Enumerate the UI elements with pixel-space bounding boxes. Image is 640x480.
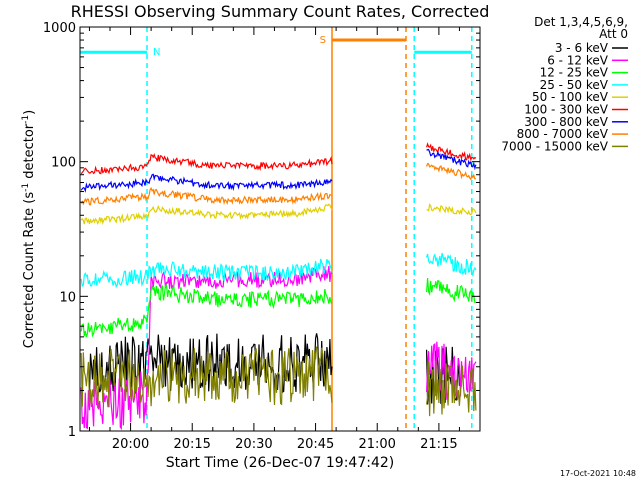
- y-tick-label: 10: [59, 290, 76, 305]
- y-tick-label: 100: [51, 156, 76, 171]
- x-tick-label: 20:15: [173, 437, 210, 452]
- legend-label: 300 - 800 keV: [524, 115, 608, 129]
- legend-label: 12 - 25 keV: [540, 66, 609, 80]
- series-line-3: [80, 252, 477, 289]
- x-axis: 20:00 20:15 20:30 20:45 21:00 21:15: [88, 27, 481, 452]
- y-tick-label: 1000: [43, 21, 76, 36]
- legend-header-line1: Det 1,3,4,5,6,9,: [534, 15, 628, 29]
- legend-label: 3 - 6 keV: [555, 41, 609, 55]
- y-label-part1: Corrected Count Rate (s: [22, 192, 37, 349]
- series-line-4: [80, 203, 477, 226]
- y-label-part3: ): [22, 110, 37, 115]
- flag-label-N: N: [153, 47, 160, 58]
- legend-label: 7000 - 15000 keV: [501, 139, 608, 153]
- legend-label: 6 - 12 keV: [547, 53, 609, 67]
- x-tick-label: 20:45: [297, 437, 334, 452]
- flag-label-S: S: [320, 35, 326, 46]
- legend-label: 100 - 300 keV: [524, 103, 608, 117]
- plot-area: NS: [80, 27, 477, 431]
- y-axis: 1 10 100 1000: [43, 21, 480, 440]
- y-tick-label: 1: [68, 425, 76, 440]
- x-tick-label: 21:00: [358, 437, 395, 452]
- chart-title: RHESSI Observing Summary Count Rates, Co…: [71, 2, 490, 21]
- legend-label: 25 - 50 keV: [540, 78, 609, 92]
- series-line-8: [80, 346, 477, 417]
- x-tick-label: 20:00: [112, 437, 149, 452]
- plot-frame: [79, 26, 481, 432]
- series-line-5: [80, 142, 477, 175]
- y-label-sup1: -1: [21, 183, 31, 192]
- series-line-7: [80, 163, 477, 206]
- footer-timestamp: 17-Oct-2021 10:48: [560, 469, 636, 478]
- legend-header-line2: Att 0: [599, 27, 628, 41]
- series-line-2: [80, 277, 477, 338]
- y-axis-label: Corrected Count Rate (s-1 detector-1): [21, 110, 37, 348]
- x-tick-label: 21:15: [420, 437, 457, 452]
- legend-label: 800 - 7000 keV: [517, 127, 609, 141]
- legend-label: 50 - 100 keV: [532, 90, 609, 104]
- x-tick-label: 20:30: [235, 437, 272, 452]
- y-label-sup2: -1: [21, 115, 31, 124]
- y-label-part2: detector: [22, 123, 37, 183]
- x-axis-label: Start Time (26-Dec-07 19:47:42): [166, 455, 394, 471]
- series-line-6: [80, 148, 477, 193]
